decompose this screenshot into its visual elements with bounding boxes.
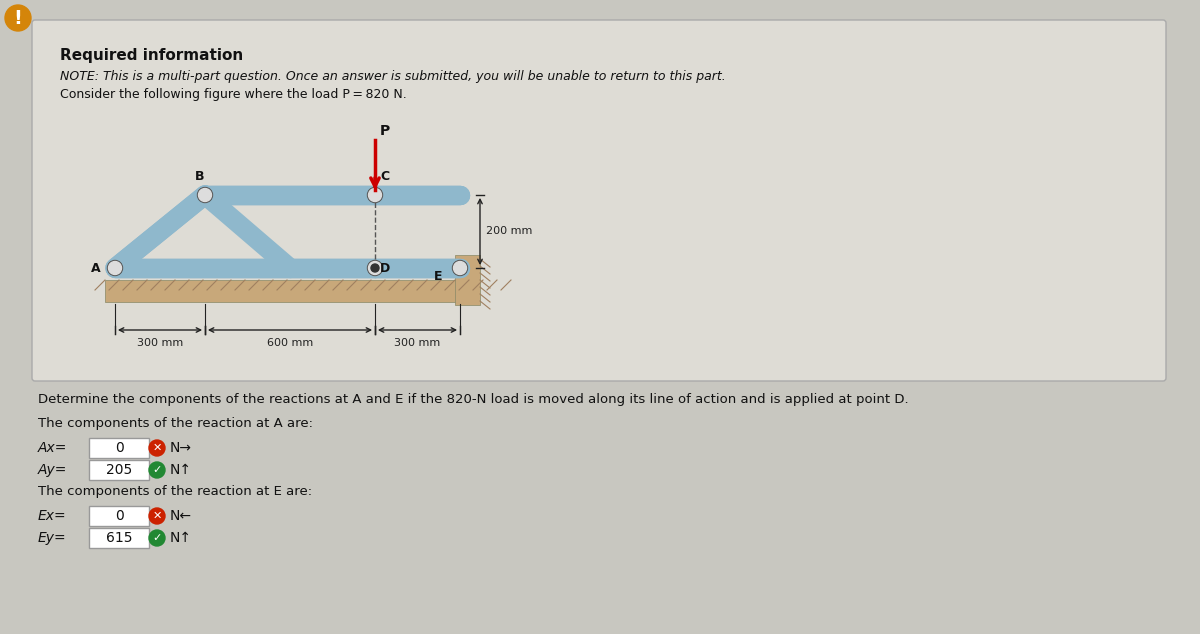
Circle shape	[368, 261, 382, 275]
Circle shape	[198, 188, 211, 202]
Circle shape	[198, 188, 212, 202]
FancyBboxPatch shape	[89, 506, 149, 526]
Text: 205: 205	[106, 463, 132, 477]
Text: 0: 0	[115, 509, 124, 523]
Circle shape	[367, 261, 383, 276]
Text: ✕: ✕	[152, 443, 162, 453]
Text: ✕: ✕	[152, 511, 162, 521]
Text: The components of the reaction at A are:: The components of the reaction at A are:	[38, 417, 313, 430]
Circle shape	[108, 261, 122, 276]
Text: Consider the following figure where the load P = 820 N.: Consider the following figure where the …	[60, 88, 407, 101]
Text: 200 mm: 200 mm	[486, 226, 533, 236]
Circle shape	[108, 261, 121, 275]
Text: Ex=: Ex=	[38, 509, 67, 523]
Text: N↑: N↑	[170, 531, 192, 545]
Circle shape	[371, 264, 379, 272]
Bar	[106, 280, 470, 302]
Circle shape	[149, 508, 166, 524]
Text: 300 mm: 300 mm	[395, 338, 440, 348]
Text: 615: 615	[106, 531, 132, 545]
Circle shape	[368, 188, 382, 202]
Text: The components of the reaction at E are:: The components of the reaction at E are:	[38, 485, 312, 498]
Text: Ey=: Ey=	[38, 531, 67, 545]
Circle shape	[454, 261, 467, 275]
Text: 600 mm: 600 mm	[266, 338, 313, 348]
FancyBboxPatch shape	[89, 438, 149, 458]
Text: N←: N←	[170, 509, 192, 523]
FancyBboxPatch shape	[32, 20, 1166, 381]
FancyBboxPatch shape	[89, 528, 149, 548]
Text: NOTE: This is a multi-part question. Once an answer is submitted, you will be un: NOTE: This is a multi-part question. Onc…	[60, 70, 726, 83]
Text: N→: N→	[170, 441, 192, 455]
Circle shape	[5, 5, 31, 31]
Text: 0: 0	[115, 441, 124, 455]
Circle shape	[149, 530, 166, 546]
Circle shape	[149, 462, 166, 478]
Bar	[455, 255, 480, 305]
Text: Required information: Required information	[60, 48, 244, 63]
Text: ✓: ✓	[152, 533, 162, 543]
Text: Ax=: Ax=	[38, 441, 67, 455]
Text: B: B	[196, 170, 205, 183]
Text: !: !	[13, 8, 23, 27]
Text: ✓: ✓	[152, 465, 162, 475]
Text: D: D	[380, 261, 390, 275]
FancyBboxPatch shape	[89, 460, 149, 480]
Circle shape	[367, 188, 383, 202]
Text: P: P	[380, 124, 390, 138]
Circle shape	[452, 261, 468, 276]
Text: C: C	[380, 170, 389, 183]
Text: E: E	[433, 270, 442, 283]
Text: 300 mm: 300 mm	[137, 338, 184, 348]
Text: N↑: N↑	[170, 463, 192, 477]
Text: Ay=: Ay=	[38, 463, 67, 477]
Text: Determine the components of the reactions at A and E if the 820-N load is moved : Determine the components of the reaction…	[38, 393, 908, 406]
Circle shape	[149, 440, 166, 456]
Text: A: A	[91, 261, 101, 275]
